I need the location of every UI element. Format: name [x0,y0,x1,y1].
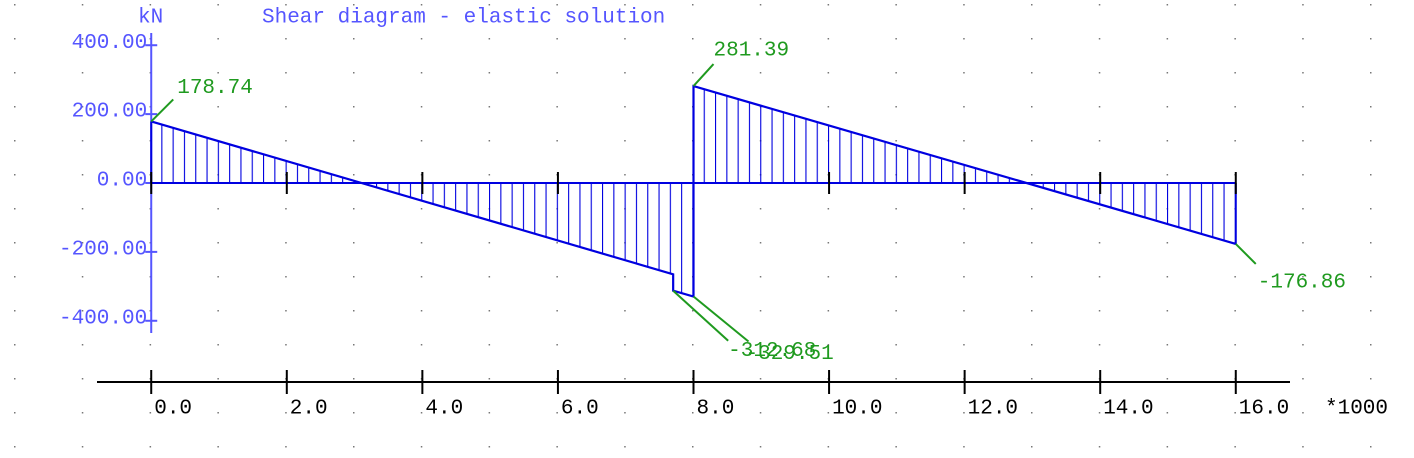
y-tick-label: 200.00 [72,101,148,124]
y-tick-label: 0.00 [97,170,147,193]
value-label: -312.68 [728,340,816,363]
chart-title: Shear diagram - elastic solution [262,7,665,30]
x-tick-label: 16.0 [1239,398,1289,421]
x-tick-label: 4.0 [425,398,463,421]
y-tick-label: -400.00 [59,307,147,330]
x-tick-label: 8.0 [697,398,735,421]
value-label: -176.86 [1258,271,1346,294]
x-tick-label: 12.0 [968,398,1018,421]
shear-line [150,84,1237,298]
x-tick-label: 10.0 [832,398,882,421]
x-tick-label: 2.0 [290,398,328,421]
y-axis-label: kN [138,7,163,30]
value-label: 281.39 [714,40,790,63]
leader-line [672,289,729,342]
y-tick-label: -200.00 [59,238,147,261]
x-tick-label: 0.0 [154,398,192,421]
value-label: 178.74 [177,77,253,100]
x-tick-label: 14.0 [1103,398,1153,421]
x-tick-label: 6.0 [561,398,599,421]
y-tick-label: 400.00 [72,32,148,55]
leader-line [1235,243,1257,265]
leader-line [692,63,715,87]
leader-line [692,295,750,343]
value-label: -329.51 [746,343,834,366]
x-axis-label: *1000 [1325,398,1388,421]
leader-line [150,98,174,123]
